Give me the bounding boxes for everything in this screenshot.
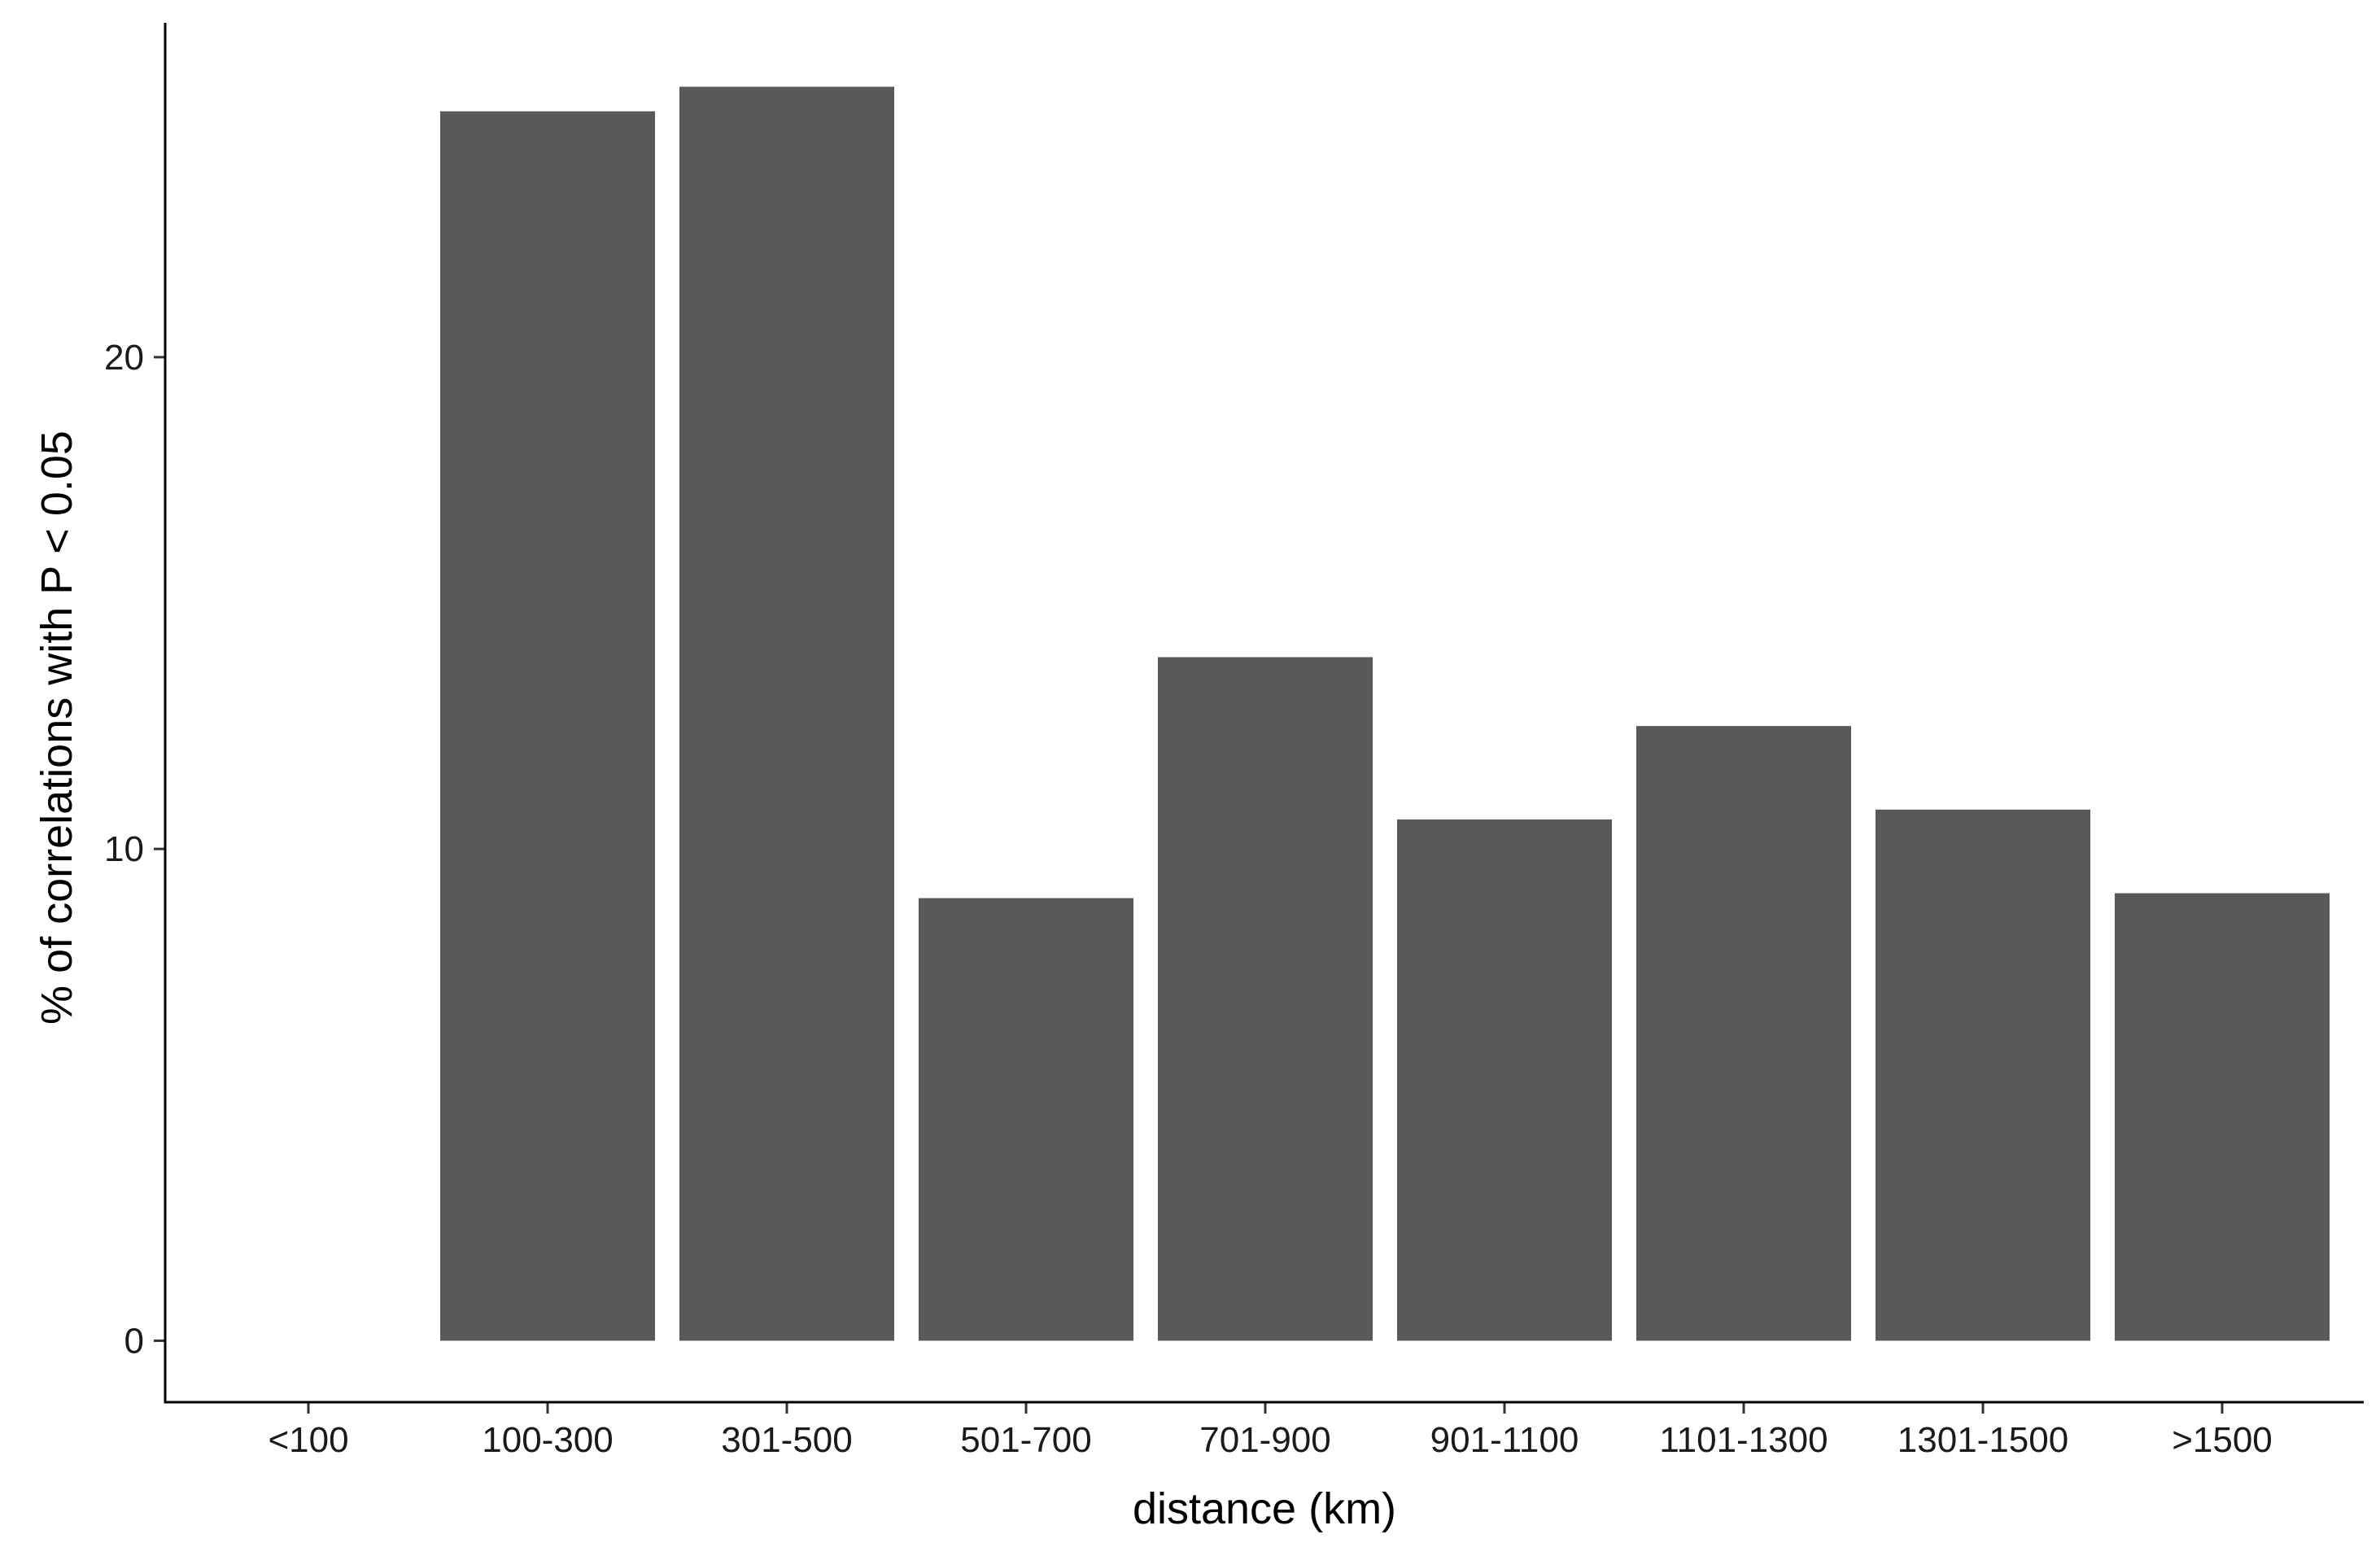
- x-tick-label-5: 901-1100: [1430, 1420, 1579, 1460]
- bar-6: [1636, 726, 1851, 1341]
- x-axis-title: distance (km): [1133, 1484, 1396, 1533]
- y-tick-label-2: 20: [104, 338, 144, 378]
- x-tick-label-0: <100: [268, 1420, 348, 1460]
- x-tick-label-1: 100-300: [482, 1420, 613, 1460]
- x-tick-label-3: 501-700: [960, 1420, 1091, 1460]
- bars-group: [440, 86, 2330, 1341]
- y-tick-label-1: 10: [104, 829, 144, 869]
- x-tick-label-7: 1301-1500: [1897, 1420, 2068, 1460]
- bar-3: [919, 898, 1133, 1341]
- y-tick-label-0: 0: [124, 1321, 144, 1361]
- x-tick-label-8: >1500: [2172, 1420, 2273, 1460]
- bar-2: [679, 86, 894, 1341]
- x-tick-label-2: 301-500: [721, 1420, 852, 1460]
- y-axis-title: % of correlations with P < 0.05: [33, 431, 81, 1025]
- bar-8: [2115, 893, 2330, 1341]
- bar-1: [440, 111, 655, 1341]
- x-axis-ticks: <100 100-300 301-500 501-700 701-900 901-1100…: [268, 1402, 2273, 1460]
- x-tick-label-4: 701-900: [1199, 1420, 1330, 1460]
- x-tick-label-6: 1101-1300: [1659, 1420, 1828, 1460]
- bar-7: [1876, 809, 2090, 1341]
- y-axis-ticks: 0 10 20: [104, 338, 165, 1361]
- bar-4: [1158, 657, 1373, 1341]
- bar-5: [1397, 819, 1612, 1341]
